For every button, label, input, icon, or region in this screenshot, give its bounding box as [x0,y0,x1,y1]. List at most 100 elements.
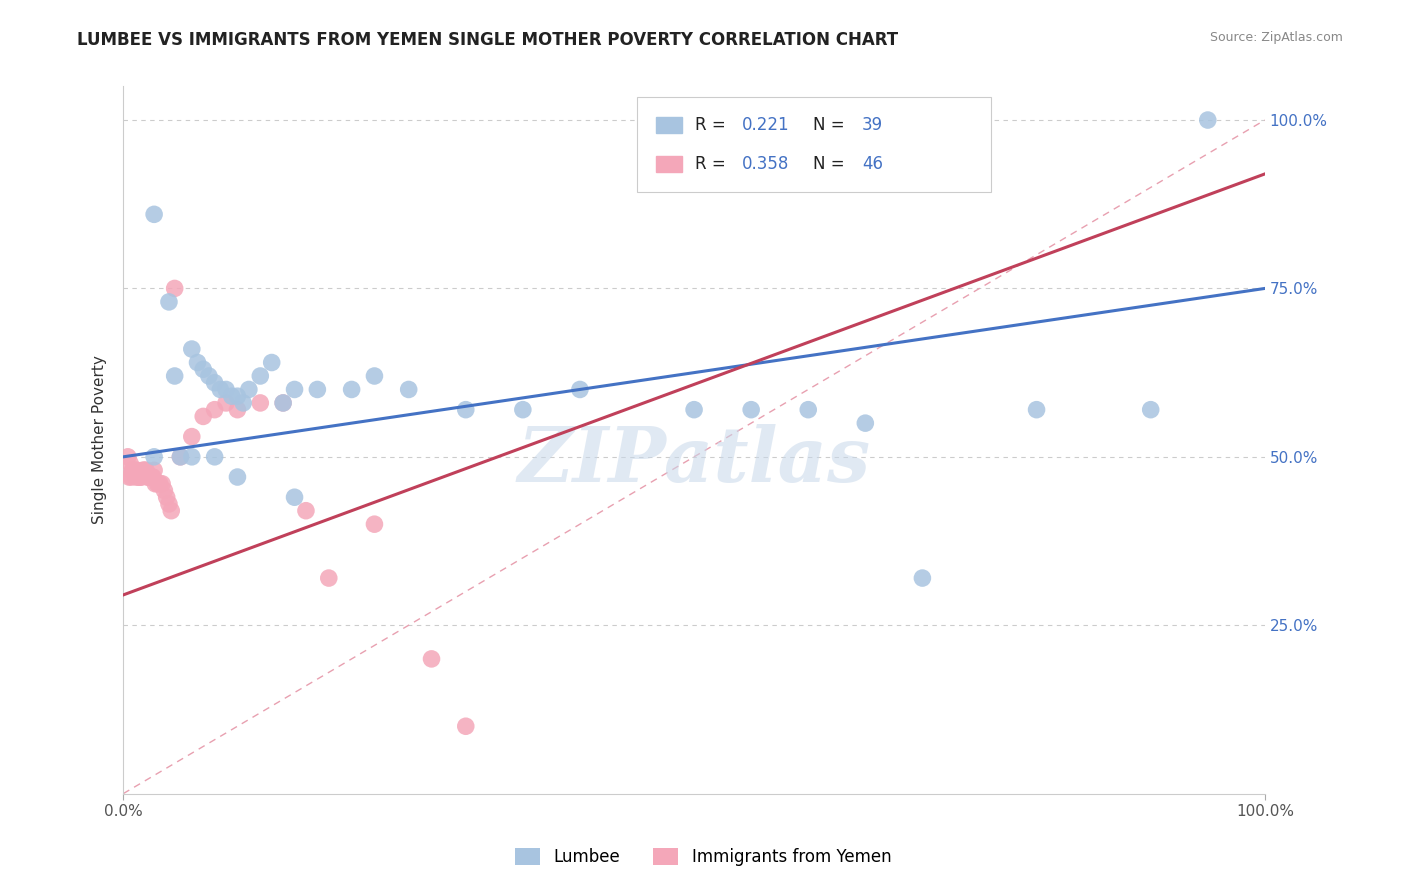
Point [153,483,176,498]
Point [568,383,591,397]
Point [125,470,148,484]
Point [143,463,166,477]
Point [141,470,163,484]
Point [120,457,142,471]
Text: R =: R = [695,155,731,173]
Point [204,376,226,390]
Point [204,450,226,464]
Point [271,396,294,410]
Point [169,450,191,464]
Point [146,476,169,491]
Point [128,470,150,484]
Point [150,476,173,491]
Point [454,402,477,417]
FancyBboxPatch shape [637,97,991,193]
Point [420,652,443,666]
Text: ZIPatlas: ZIPatlas [517,425,870,499]
Point [136,470,159,484]
Point [125,463,148,477]
Point [226,402,249,417]
Point [131,470,153,484]
Point [143,450,166,464]
Point [340,383,363,397]
Point [163,281,186,295]
Legend: Lumbee, Immigrants from Yemen: Lumbee, Immigrants from Yemen [508,841,898,873]
Point [295,504,318,518]
Point [797,402,820,417]
Point [193,409,215,424]
Point [142,470,165,484]
Point [249,369,271,384]
Point [215,396,238,410]
Point [1139,402,1161,417]
Point [135,463,157,477]
Point [204,402,226,417]
Point [131,463,153,477]
Point [180,450,202,464]
Y-axis label: Single Mother Poverty: Single Mother Poverty [93,356,107,524]
Point [1197,113,1219,128]
Text: N =: N = [813,155,849,173]
Point [157,497,180,511]
Point [283,490,305,504]
Point [143,476,166,491]
Point [129,470,152,484]
Point [143,207,166,221]
Point [911,571,934,585]
Point [363,369,385,384]
Point [853,416,876,430]
Point [221,389,243,403]
Point [271,396,294,410]
Text: LUMBEE VS IMMIGRANTS FROM YEMEN SINGLE MOTHER POVERTY CORRELATION CHART: LUMBEE VS IMMIGRANTS FROM YEMEN SINGLE M… [77,31,898,49]
Point [124,463,146,477]
Point [117,450,139,464]
Point [118,470,141,484]
Point [193,362,215,376]
FancyBboxPatch shape [657,156,682,172]
Point [363,517,385,532]
Point [138,470,160,484]
Point [318,571,340,585]
Text: N =: N = [813,116,849,135]
Point [260,355,283,369]
Point [156,490,179,504]
Point [180,429,202,443]
FancyBboxPatch shape [657,118,682,133]
Point [209,383,232,397]
Point [121,463,143,477]
Point [232,396,254,410]
Text: 46: 46 [862,155,883,173]
Point [186,355,208,369]
Point [215,383,238,397]
Point [134,463,156,477]
Text: R =: R = [695,116,731,135]
Point [122,463,145,477]
Point [120,470,142,484]
Point [157,294,180,309]
Point [127,470,149,484]
Point [149,476,172,491]
Point [238,383,260,397]
Point [160,504,183,518]
Point [683,402,706,417]
Point [163,369,186,384]
Point [180,342,202,356]
Point [198,369,221,384]
Point [226,389,249,403]
Point [283,383,305,397]
Point [138,470,160,484]
Text: 0.358: 0.358 [742,155,789,173]
Point [226,470,249,484]
Point [512,402,534,417]
Point [1025,402,1047,417]
Point [307,383,329,397]
Point [249,396,271,410]
Point [454,719,477,733]
Text: Source: ZipAtlas.com: Source: ZipAtlas.com [1209,31,1343,45]
Point [740,402,762,417]
Point [132,463,155,477]
Text: 0.221: 0.221 [742,116,790,135]
Point [139,470,162,484]
Point [398,383,420,397]
Text: 39: 39 [862,116,883,135]
